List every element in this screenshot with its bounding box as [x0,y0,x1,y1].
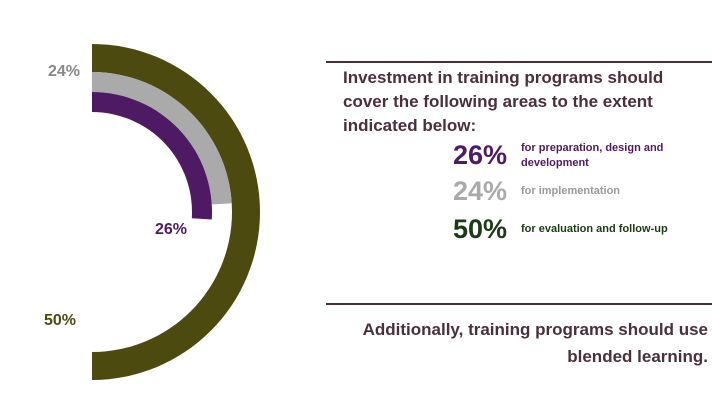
legend-percent: 24% [453,176,508,206]
arc-label-preparation: 26% [155,221,187,238]
arc-label-evaluation: 50% [44,312,76,329]
legend-percent: 50% [453,214,508,244]
footer-note: Additionally, training programs should u… [362,320,708,366]
arc-label-implementation: 24% [48,63,80,80]
arc-preparation [92,92,212,220]
legend-percent: 26% [453,140,508,170]
bottom-divider [326,303,712,305]
arc-implementation [92,72,232,205]
chart-heading: Investment in training programs should c… [343,68,664,135]
legend-description: for implementation [521,185,621,197]
legend-row-evaluation: 50% for evaluation and follow-up [453,214,701,245]
top-divider [326,61,712,63]
legend-row-implementation: 24% for implementation [453,176,701,207]
legend-description: for preparation, design and development [521,141,664,169]
legend-row-preparation: 26% for preparation, design and developm… [453,140,701,171]
arc-evaluation [92,44,260,380]
legend-description: for evaluation and follow-up [521,223,668,235]
arc-chart: 24% 26% 50% [44,44,260,380]
